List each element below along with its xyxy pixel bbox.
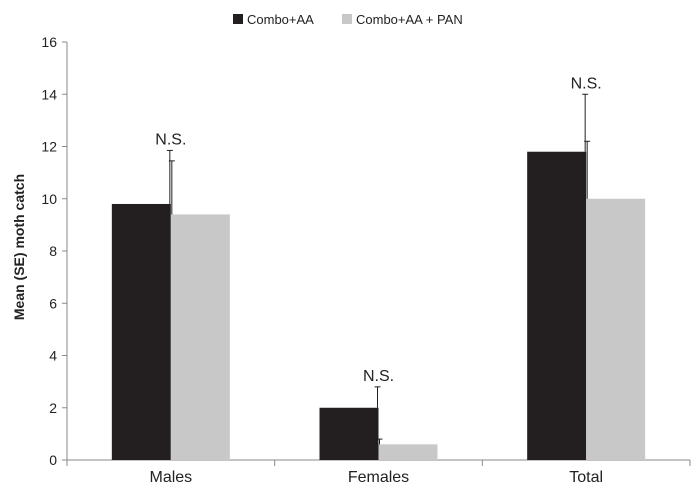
y-tick-label: 12	[41, 139, 57, 155]
y-tick-label: 8	[49, 243, 57, 259]
bar	[378, 444, 438, 460]
x-tick-label: Males	[149, 469, 192, 485]
y-tick-label: 0	[49, 452, 57, 468]
bar	[527, 151, 587, 460]
bars	[111, 151, 646, 460]
bar	[319, 407, 379, 460]
ns-annotation: N.S.	[363, 368, 394, 385]
legend-label: Combo+AA + PAN	[356, 12, 463, 27]
x-tick-label: Total	[569, 469, 603, 485]
x-axis: Males Females Total	[66, 459, 691, 486]
y-tick-label: 4	[49, 348, 57, 364]
x-tick-label: Females	[348, 469, 409, 485]
ns-annotation: N.S.	[571, 75, 602, 92]
y-axis: 0 2 4 6 8 10 12 14 16	[41, 34, 68, 468]
legend-label: Combo+AA	[247, 12, 314, 27]
legend-swatch	[233, 14, 243, 24]
y-tick-label: 6	[49, 295, 57, 311]
legend-swatch	[342, 14, 352, 24]
legend: Combo+AA Combo+AA + PAN	[233, 12, 463, 27]
y-tick-label: 2	[49, 400, 57, 416]
ns-annotation: N.S.	[155, 131, 186, 148]
annotations: N.S. N.S. N.S.	[155, 75, 601, 385]
y-tick-label: 14	[41, 86, 57, 102]
bar	[586, 198, 646, 460]
y-tick-label: 16	[41, 34, 57, 50]
y-tick-label: 10	[41, 191, 57, 207]
error-bars	[166, 93, 591, 445]
bar	[111, 203, 171, 460]
y-axis-label: Mean (SE) moth catch	[11, 174, 27, 320]
bar	[170, 214, 230, 460]
